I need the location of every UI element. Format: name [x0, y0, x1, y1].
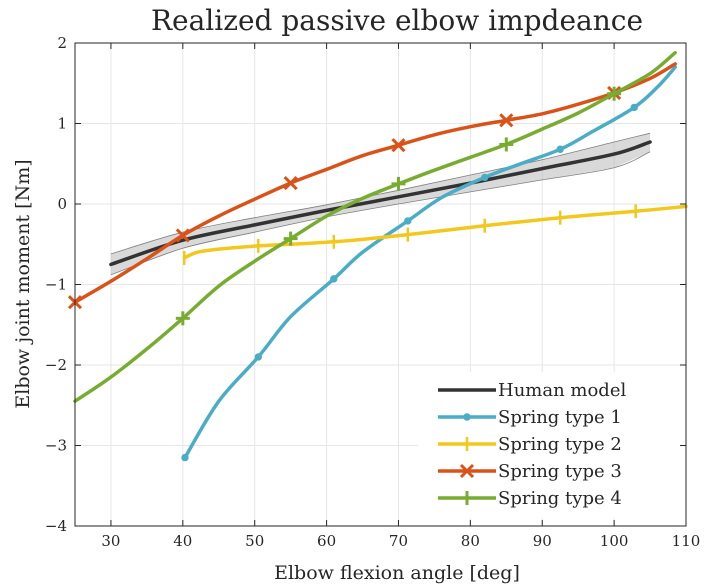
legend-entry: Spring type 1 — [438, 407, 622, 428]
y-tick-label: 2 — [57, 34, 67, 52]
marker-x-stroke — [283, 176, 298, 191]
series-line — [73, 50, 677, 403]
legend-label: Spring type 2 — [498, 434, 622, 455]
marker-plus — [499, 137, 514, 152]
x-tick-label: 30 — [101, 532, 120, 550]
legend-entry: Spring type 2 — [438, 434, 622, 455]
legend-entry: Spring type 3 — [438, 461, 622, 482]
y-tick-label: −4 — [45, 517, 67, 535]
x-tick-label: 90 — [533, 532, 552, 550]
legend-label: Spring type 4 — [498, 488, 622, 509]
marker-dot — [330, 275, 338, 283]
marker-plus — [283, 231, 298, 246]
marker-x — [175, 228, 190, 243]
band-lower-line — [110, 151, 651, 276]
series-4 — [67, 62, 677, 310]
marker-x — [459, 463, 475, 479]
marker-x-stroke — [459, 463, 475, 479]
marker-plus — [460, 491, 474, 505]
y-tick-label: −2 — [45, 356, 67, 374]
marker-dot — [463, 413, 471, 421]
marker-plus — [391, 176, 406, 191]
x-tick-label: 50 — [245, 532, 264, 550]
x-tick-label: 60 — [317, 532, 336, 550]
y-tick-label: 0 — [57, 195, 67, 213]
legend-entry: Spring type 4 — [438, 488, 622, 509]
marker-dot — [481, 173, 489, 182]
series-line — [73, 62, 677, 304]
legend-label: Spring type 3 — [498, 461, 622, 482]
marker-x-stroke — [391, 138, 406, 153]
x-tick-label: 70 — [389, 532, 408, 550]
legend-label: Human model — [498, 380, 626, 401]
marker-dot — [181, 453, 189, 462]
series-line — [183, 65, 677, 460]
marker-plus — [607, 86, 622, 101]
band-area — [110, 133, 651, 275]
x-tick-label: 40 — [173, 532, 192, 550]
marker-x-stroke — [499, 113, 514, 128]
marker-dot — [630, 103, 638, 112]
series-2 — [181, 65, 677, 462]
y-axis-label: Elbow joint moment [Nm] — [12, 159, 34, 408]
x-tick-label: 110 — [672, 532, 701, 550]
marker-x — [499, 113, 514, 128]
legend-entry: Human model — [438, 380, 626, 401]
y-tick-label: −1 — [45, 276, 67, 294]
chart-title: Realized passive elbow impdeance — [151, 4, 643, 37]
series-1 — [109, 140, 652, 267]
x-axis-label: Elbow flexion angle [deg] — [274, 562, 520, 584]
marker-x-stroke — [175, 228, 190, 243]
marker-x — [391, 138, 406, 153]
series-group — [67, 50, 688, 462]
y-tick-label: 1 — [57, 115, 67, 133]
marker-dot — [556, 145, 564, 153]
x-tick-label: 80 — [461, 532, 480, 550]
marker-dot — [404, 217, 412, 225]
tick-group: 30 40 50 60 70 80 90 100 110 −4 −3 −2 −1 0 1 2 — [45, 34, 700, 550]
series-5 — [73, 50, 677, 403]
marker-x — [283, 176, 298, 191]
legend: Human model Spring type 1 Spring type 2 Spr… — [418, 372, 680, 518]
legend-label: Spring type 1 — [498, 407, 622, 428]
series-3 — [182, 204, 688, 265]
y-tick-label: −3 — [45, 437, 67, 455]
marker-plus — [175, 311, 190, 326]
series-line — [182, 204, 688, 260]
series-line — [109, 140, 652, 267]
marker-dot — [254, 353, 262, 361]
x-tick-label: 100 — [600, 532, 629, 550]
